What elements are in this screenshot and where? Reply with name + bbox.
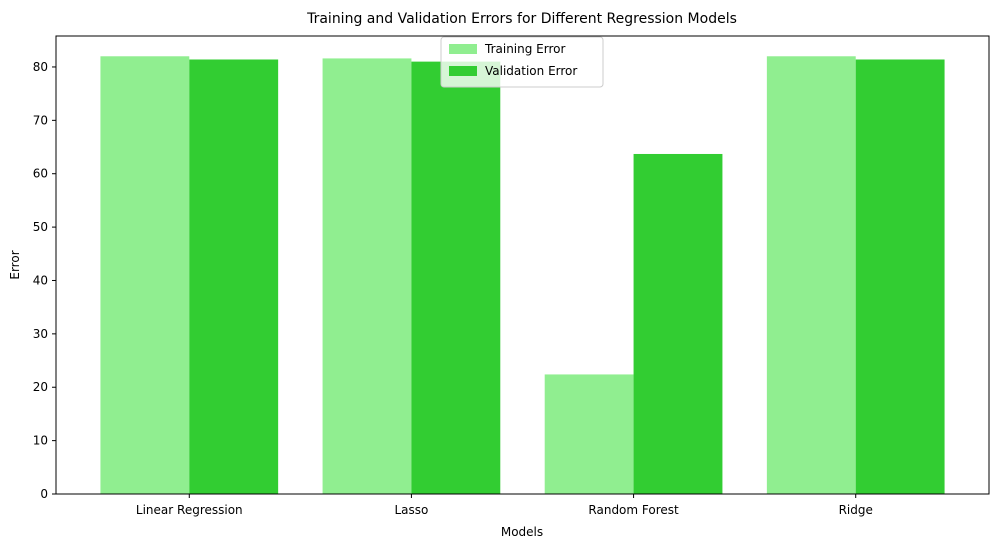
bar-training-error-0 — [100, 56, 190, 494]
legend-label-1: Validation Error — [485, 64, 577, 78]
axes-frame — [55, 35, 990, 495]
y-axis-label: Error — [8, 250, 22, 279]
bar-validation-error-2 — [633, 153, 723, 494]
chart-title: Training and Validation Errors for Diffe… — [306, 11, 737, 27]
y-tick-label: 10 — [33, 434, 48, 448]
x-axis-label: Models — [501, 525, 543, 539]
bar-validation-error-0 — [189, 59, 279, 495]
legend-label-0: Training Error — [484, 42, 565, 56]
bar-training-error-2 — [544, 374, 634, 494]
x-tick-label: Ridge — [839, 503, 873, 517]
bar-validation-error-1 — [411, 61, 501, 495]
x-tick-label: Lasso — [394, 503, 428, 517]
y-tick-label: 50 — [33, 220, 48, 234]
x-tick-label: Random Forest — [588, 503, 679, 517]
bar-training-error-1 — [322, 58, 412, 495]
y-tick-label: 20 — [33, 380, 48, 394]
y-tick-label: 70 — [33, 113, 48, 127]
y-tick-label: 0 — [40, 487, 48, 501]
y-tick-label: 40 — [33, 273, 48, 287]
legend: Training Error Validation Error — [440, 36, 604, 88]
legend-box — [440, 36, 604, 88]
legend-swatch-0 — [449, 44, 477, 54]
bar-training-error-3 — [766, 56, 856, 494]
plot-area: 0 10 20 30 40 50 60 70 80 Linear Regression Lasso R… — [33, 35, 990, 517]
y-tick-label: 30 — [33, 327, 48, 341]
legend-swatch-1 — [449, 66, 477, 76]
bar-validation-error-3 — [855, 59, 945, 495]
y-tick-label: 60 — [33, 167, 48, 181]
y-tick-label: 80 — [33, 60, 48, 74]
x-tick-label: Linear Regression — [136, 503, 243, 517]
